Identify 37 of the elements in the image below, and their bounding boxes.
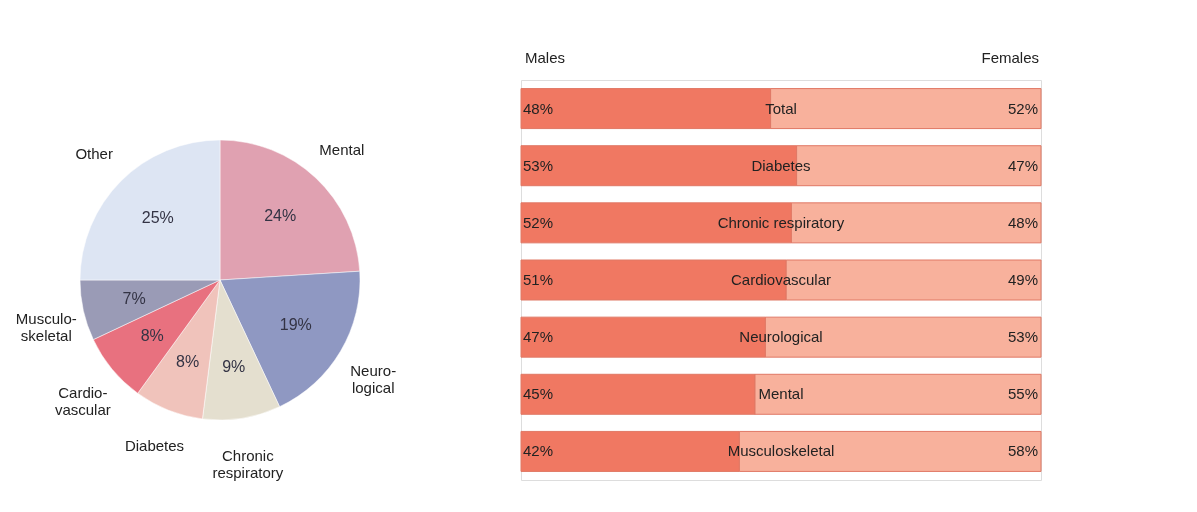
slice-label: Other [75, 145, 113, 163]
data-label: 8% [140, 327, 164, 345]
y-tick-label: Mental [758, 385, 804, 403]
data-label: 52% [1007, 99, 1038, 117]
y-tick-label: Diabetes [751, 156, 811, 174]
slice-label: Neuro- logical [350, 361, 397, 396]
data-label: 42% [523, 442, 554, 460]
slice-label: Cardio- vascular [54, 384, 111, 419]
data-label: 49% [1007, 271, 1038, 288]
data-label: 25% [141, 208, 174, 226]
data-label: 24% [264, 206, 297, 224]
data-label: 53% [1007, 328, 1038, 346]
series-label: Males [525, 49, 566, 66]
slice-label: Diabetes [124, 436, 185, 454]
data-label: 19% [279, 315, 312, 333]
slice-label: Mental [319, 141, 365, 159]
y-tick-label: Musculoskeletal [727, 442, 835, 460]
y-tick-label: Neurological [739, 328, 823, 346]
slice-label: Musculo- skeletal [15, 309, 77, 344]
data-label: 48% [1007, 213, 1038, 231]
y-tick-label: Cardiovascular [730, 271, 832, 288]
data-label: 58% [1007, 442, 1038, 460]
data-label: 53% [523, 156, 554, 174]
data-label: 7% [122, 290, 146, 308]
data-label: 51% [523, 271, 554, 288]
data-label: 45% [523, 385, 554, 403]
data-label: 52% [523, 213, 554, 231]
y-tick-label: Chronic respiratory [717, 213, 845, 231]
data-label: 9% [222, 357, 246, 375]
data-label: 8% [176, 352, 200, 370]
slice-label: Chronic respiratory [212, 446, 284, 481]
data-label: 48% [523, 99, 554, 117]
y-tick-label: Total [765, 99, 797, 117]
data-label: 47% [1007, 156, 1038, 174]
data-label: 47% [523, 328, 554, 346]
data-label: 55% [1007, 385, 1038, 403]
series-label: Females [981, 49, 1039, 66]
